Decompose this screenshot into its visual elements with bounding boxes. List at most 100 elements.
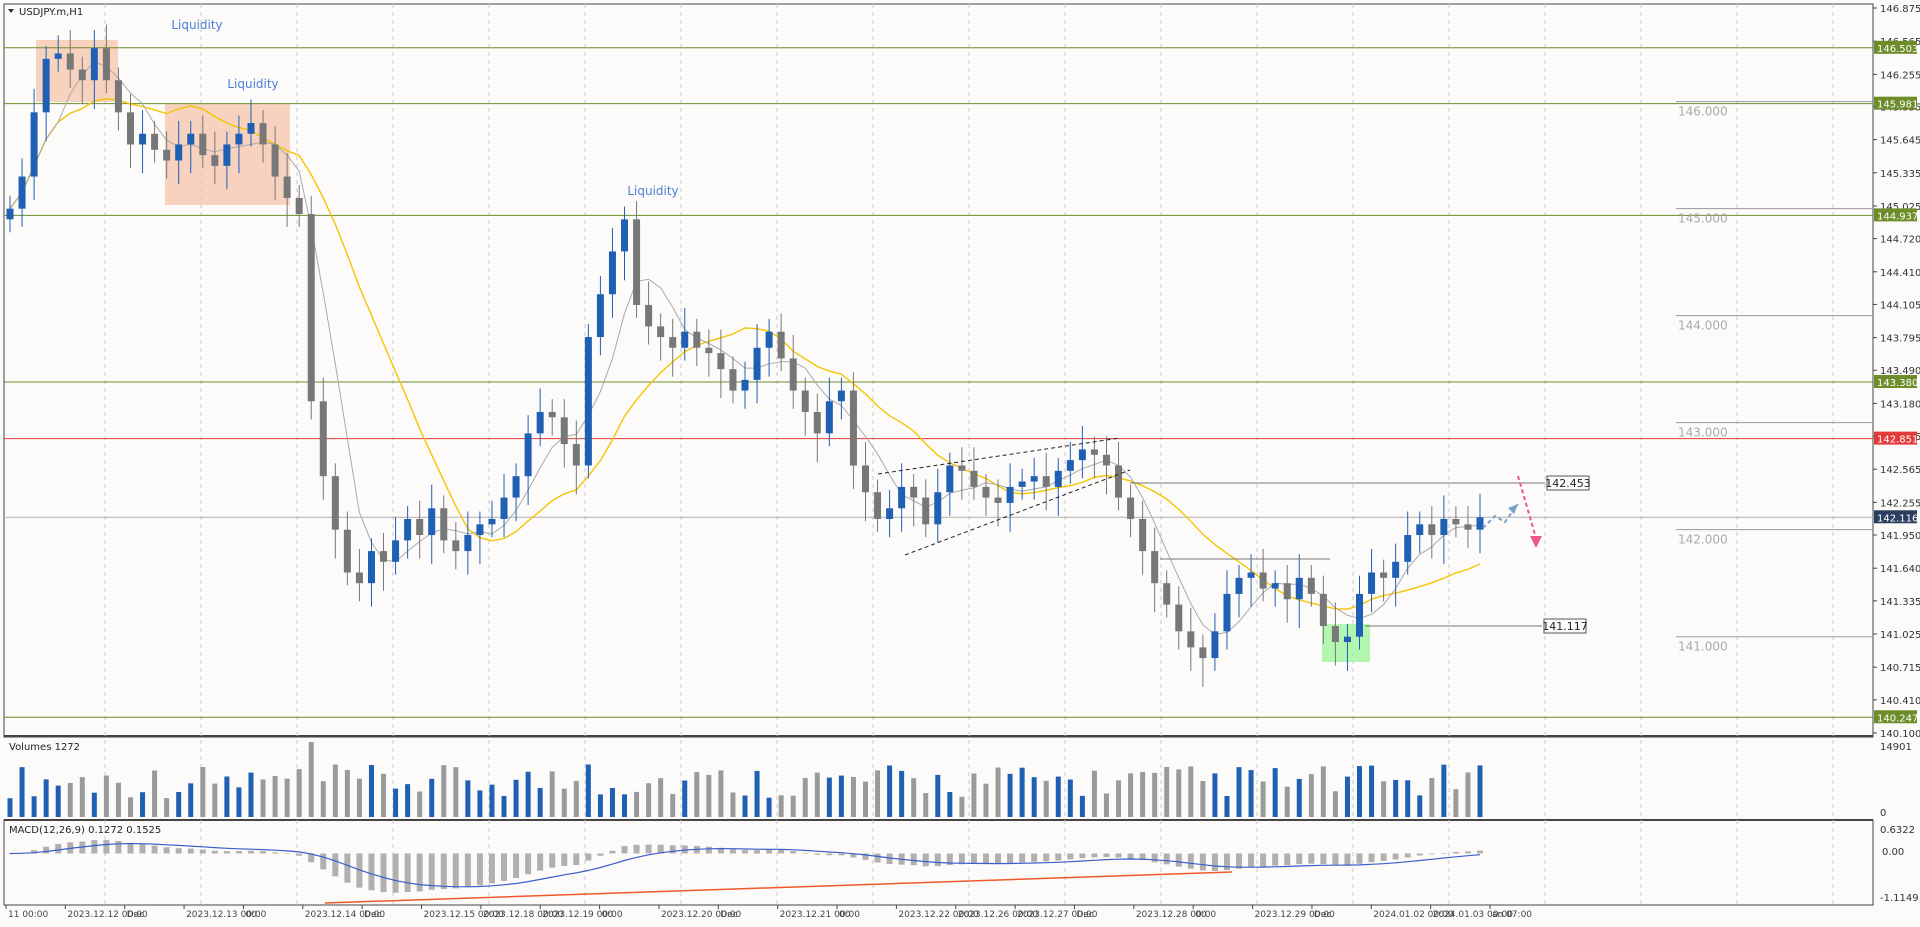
- candle-body: [1223, 593, 1231, 632]
- macd-histogram-bar: [778, 849, 785, 854]
- volume-bar: [1453, 789, 1459, 817]
- volume-bar: [91, 792, 97, 817]
- macd-histogram-bar: [1296, 853, 1303, 865]
- volume-bar: [1091, 770, 1097, 817]
- candle-body: [1042, 476, 1050, 487]
- volume-bar: [585, 764, 591, 817]
- macd-histogram-bar: [742, 850, 748, 854]
- volume-bar: [513, 779, 519, 817]
- macd-histogram-bar: [814, 853, 821, 855]
- candle-body: [90, 48, 98, 81]
- time-tick-label: 2023.12.13 00:00: [186, 910, 267, 920]
- macd-histogram-bar: [1079, 853, 1086, 859]
- volume-bar: [947, 792, 953, 817]
- candle-body: [705, 347, 713, 354]
- support-label: 141.117: [1542, 620, 1588, 633]
- candle-body: [416, 518, 424, 536]
- macd-histogram-bar: [850, 853, 857, 858]
- volume-bar: [127, 797, 133, 817]
- macd-histogram-bar: [946, 853, 953, 866]
- candle-body: [187, 133, 195, 145]
- price-axis[interactable]: 146.875146.565146.255145.955145.645145.3…: [1676, 4, 1920, 740]
- volume-bar: [646, 783, 652, 817]
- volume-bar: [694, 772, 700, 817]
- volume-bar: [501, 796, 507, 817]
- price-level-badge-label: 140.247: [1877, 713, 1918, 724]
- candle-body: [645, 304, 653, 327]
- time-tick-label: 2023.12.18 00:00: [483, 910, 564, 920]
- macd-histogram-bar: [501, 853, 508, 881]
- volume-bar: [1116, 780, 1122, 817]
- macd-histogram-bar: [1248, 853, 1255, 868]
- candle-body: [1115, 465, 1123, 498]
- volume-bar: [164, 798, 170, 817]
- candle-body: [452, 540, 460, 552]
- symbol-label[interactable]: USDJPY.m,H1: [19, 7, 83, 18]
- volume-bar: [1393, 779, 1399, 817]
- time-tick-label: 2023.12.14 00:00: [305, 910, 386, 920]
- macd-histogram-bar: [1380, 853, 1387, 861]
- candle-body: [1319, 593, 1327, 626]
- time-tick-label: 2023.12.22 00:00: [898, 910, 979, 920]
- price-tick-label: 143.180: [1880, 399, 1920, 410]
- candle-body: [874, 492, 882, 519]
- round-level-label: 145.000: [1678, 212, 1728, 226]
- price-level-badge: [1874, 208, 1917, 222]
- macd-histogram-bar: [1127, 853, 1134, 859]
- candle-body: [572, 444, 580, 466]
- volume-bar: [549, 771, 555, 817]
- macd-axis-zero: 0.00: [1882, 847, 1904, 858]
- volume-bar: [320, 781, 326, 817]
- price-tick-label: 144.105: [1880, 300, 1920, 311]
- volume-axis-max: 14901: [1880, 742, 1912, 753]
- volume-bar: [368, 765, 374, 817]
- macd-histogram-bar: [187, 848, 194, 854]
- price-tick-label: 144.410: [1880, 268, 1920, 279]
- volume-bar: [1212, 773, 1218, 817]
- volume-bar: [1224, 795, 1230, 817]
- time-tick-label: 2023.12.29 00:00: [1255, 910, 1336, 920]
- price-tick-label: 146.255: [1880, 70, 1920, 81]
- macd-histogram-bar: [1440, 852, 1447, 854]
- macd-histogram-bar: [525, 853, 532, 875]
- candle-body: [1380, 572, 1388, 578]
- macd-histogram-bar: [862, 853, 869, 860]
- macd-histogram-bar: [1019, 853, 1026, 863]
- candle-body: [1066, 460, 1074, 471]
- candle-body: [6, 208, 14, 220]
- price-level-badge-label: 144.937: [1877, 211, 1918, 222]
- macd-histogram: [7, 840, 1483, 893]
- volume-bar: [1031, 777, 1037, 817]
- candle-body: [994, 497, 1002, 503]
- macd-histogram-bar: [416, 853, 423, 892]
- macd-panel-frame[interactable]: [3, 819, 1874, 906]
- projection-up-arrowhead: [1508, 504, 1518, 514]
- dropdown-triangle-icon[interactable]: [8, 9, 14, 13]
- macd-histogram-bar: [392, 853, 399, 893]
- time-tick-label: Dec: [1314, 910, 1331, 920]
- macd-histogram-bar: [1223, 853, 1230, 871]
- candle-body: [271, 144, 279, 177]
- candle-body: [18, 176, 26, 209]
- candle-body: [548, 411, 556, 418]
- macd-histogram-bar: [464, 853, 471, 887]
- volume-bar: [260, 779, 266, 817]
- volume-bar: [272, 775, 278, 817]
- macd-histogram-bar: [922, 853, 929, 867]
- macd-histogram-bar: [1043, 853, 1050, 862]
- macd-histogram-bar: [1356, 853, 1363, 864]
- macd-histogram-bar: [669, 845, 676, 854]
- candle-body: [886, 508, 894, 519]
- volume-bar: [224, 776, 230, 817]
- price-level-badge: [1874, 510, 1917, 524]
- time-tick-label: 00: [1195, 910, 1207, 920]
- macd-histogram-bar: [934, 853, 941, 867]
- candle-body: [922, 497, 930, 525]
- macd-histogram-bar: [1272, 853, 1279, 866]
- volume-bar: [381, 773, 387, 817]
- volume-bar: [212, 783, 218, 817]
- volume-bar: [935, 774, 941, 817]
- volume-bar: [1477, 765, 1483, 817]
- volume-bar: [1055, 776, 1061, 817]
